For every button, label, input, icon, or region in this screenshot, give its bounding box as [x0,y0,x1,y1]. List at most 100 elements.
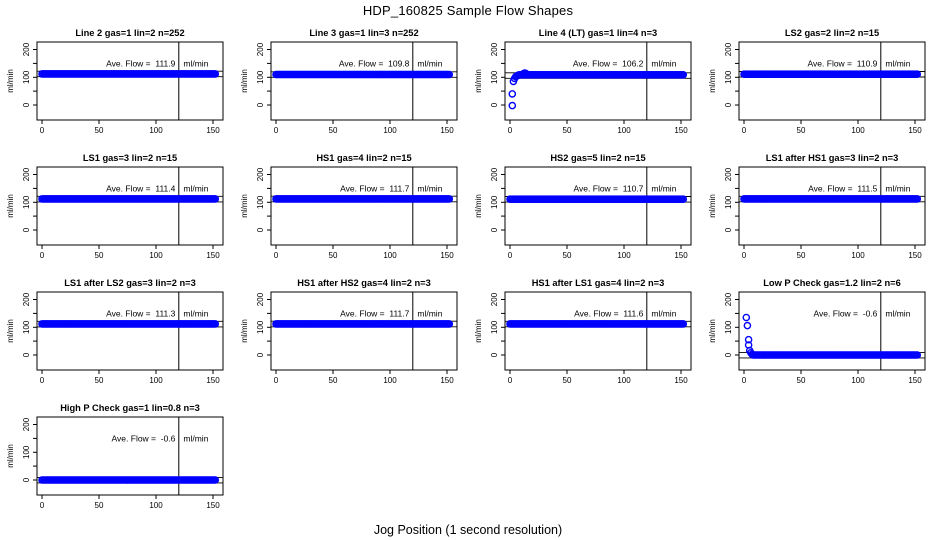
svg-text:100: 100 [617,251,631,260]
svg-text:0: 0 [40,251,45,260]
y-axis: 0 100 200 [724,42,739,107]
svg-text:200: 200 [22,417,31,431]
flow-panel-12: 0 50 100 150 0 100 200 ml/min High P Check gas=1… [6,403,224,510]
ave-flow-unit: ml/min [417,183,442,193]
data-points [38,320,220,328]
y-axis-title: ml/min [474,319,483,343]
ave-flow-annotation: Ave. Flow = -0.6 [112,433,176,443]
svg-text:0: 0 [256,227,265,232]
ave-flow-annotation: Ave. Flow = 111.7 [340,183,409,193]
ave-flow-annotation: Ave. Flow = 110.9 [808,58,878,68]
y-axis-title: ml/min [6,444,15,468]
svg-text:200: 200 [490,167,499,181]
y-axis: 0 100 200 [22,167,37,232]
svg-text:0: 0 [256,102,265,107]
svg-text:0: 0 [22,227,31,232]
ave-flow-unit: ml/min [183,433,208,443]
svg-text:100: 100 [149,376,163,385]
svg-text:200: 200 [724,167,733,181]
ave-flow-unit: ml/min [183,58,208,68]
y-axis-title: ml/min [240,194,249,218]
svg-text:0: 0 [40,126,45,135]
svg-text:50: 50 [329,251,338,260]
svg-text:200: 200 [490,42,499,56]
y-axis: 0 100 200 [22,417,37,482]
svg-text:0: 0 [724,227,733,232]
ave-flow-unit: ml/min [651,308,676,318]
y-axis: 0 100 200 [490,167,505,232]
panel-title: High P Check gas=1 lin=0.8 n=3 [60,403,200,413]
plot-box [270,291,458,371]
y-axis-title: ml/min [6,69,15,93]
empty-cell [468,397,702,522]
data-points [740,70,922,79]
panel-cell-1: 0 50 100 150 0 100 200 ml/min Line 3 gas=1 lin=3… [234,22,468,147]
svg-text:150: 150 [206,376,220,385]
plot-box [270,41,458,121]
svg-text:0: 0 [274,126,279,135]
svg-text:150: 150 [908,376,922,385]
panel-cell-8: 0 50 100 150 0 100 200 ml/min LS1 after LS2 gas=… [0,272,234,397]
svg-text:0: 0 [22,352,31,357]
ave-flow-unit: ml/min [885,183,910,193]
x-axis: 0 50 100 150 [274,120,454,135]
panel-cell-3: 0 50 100 150 0 100 200 ml/min LS2 gas=2 lin=2 n=… [702,22,936,147]
y-axis: 0 100 200 [724,292,739,357]
svg-text:0: 0 [256,352,265,357]
data-points [272,70,454,79]
panel-title: Line 4 (LT) gas=1 lin=4 n=3 [539,28,657,38]
svg-text:150: 150 [908,251,922,260]
ave-flow-annotation: Ave. Flow = 109.8 [339,58,410,68]
panel-title: LS1 after LS2 gas=3 lin=2 n=3 [64,278,196,288]
flow-panel-4: 0 50 100 150 0 100 200 ml/min LS1 gas=3 lin=2 n=… [6,153,224,260]
y-axis-title: ml/min [474,69,483,93]
svg-text:100: 100 [851,251,865,260]
plot-box [504,41,692,121]
svg-text:0: 0 [22,477,31,482]
y-axis: 0 100 200 [490,292,505,357]
flow-panel-8: 0 50 100 150 0 100 200 ml/min LS1 after LS2 gas=… [6,278,224,385]
svg-text:0: 0 [274,251,279,260]
svg-text:0: 0 [274,376,279,385]
svg-text:150: 150 [206,501,220,510]
svg-text:50: 50 [797,376,806,385]
x-axis: 0 50 100 150 [508,120,688,135]
panel-title: HS1 after HS2 gas=4 lin=2 n=3 [297,278,431,288]
data-points [272,320,454,328]
x-axis: 0 50 100 150 [40,120,220,135]
svg-text:100: 100 [724,70,733,84]
svg-text:50: 50 [563,376,572,385]
panel-title: LS1 after HS1 gas=3 lin=2 n=3 [766,153,899,163]
panel-cell-0: 0 50 100 150 0 100 200 ml/min Line 2 gas=1 lin=2… [0,22,234,147]
plot-box [36,416,224,496]
svg-text:0: 0 [742,251,747,260]
x-axis-label: Jog Position (1 second resolution) [373,523,563,537]
empty-cell [234,397,468,522]
data-points [506,320,688,328]
x-axis: 0 50 100 150 [742,245,922,260]
panel-cell-7: 0 50 100 150 0 100 200 ml/min LS1 after HS1 gas=… [702,147,936,272]
svg-text:100: 100 [383,126,397,135]
svg-text:0: 0 [490,227,499,232]
svg-text:100: 100 [383,376,397,385]
ave-flow-annotation: Ave. Flow = 111.7 [340,308,409,318]
ave-flow-unit: ml/min [885,308,910,318]
svg-text:50: 50 [95,501,104,510]
data-points [272,195,454,203]
flow-panel-6: 0 50 100 150 0 100 200 ml/min HS2 gas=5 lin=2 n=… [474,153,692,260]
svg-text:100: 100 [256,70,265,84]
svg-text:50: 50 [797,251,806,260]
svg-text:50: 50 [797,126,806,135]
svg-text:200: 200 [22,167,31,181]
svg-text:150: 150 [206,251,220,260]
y-axis: 0 100 200 [256,167,271,232]
ave-flow-annotation: Ave. Flow = 111.4 [106,183,175,193]
y-axis-title: ml/min [6,194,15,218]
panel-cell-4: 0 50 100 150 0 100 200 ml/min LS1 gas=3 lin=2 n=… [0,147,234,272]
plot-box [738,291,926,371]
svg-text:100: 100 [851,376,865,385]
svg-text:50: 50 [563,126,572,135]
figure-title: HDP_160825 Sample Flow Shapes [362,3,574,18]
panel-cell-10: 0 50 100 150 0 100 200 ml/min HS1 after LS1 gas=… [468,272,702,397]
